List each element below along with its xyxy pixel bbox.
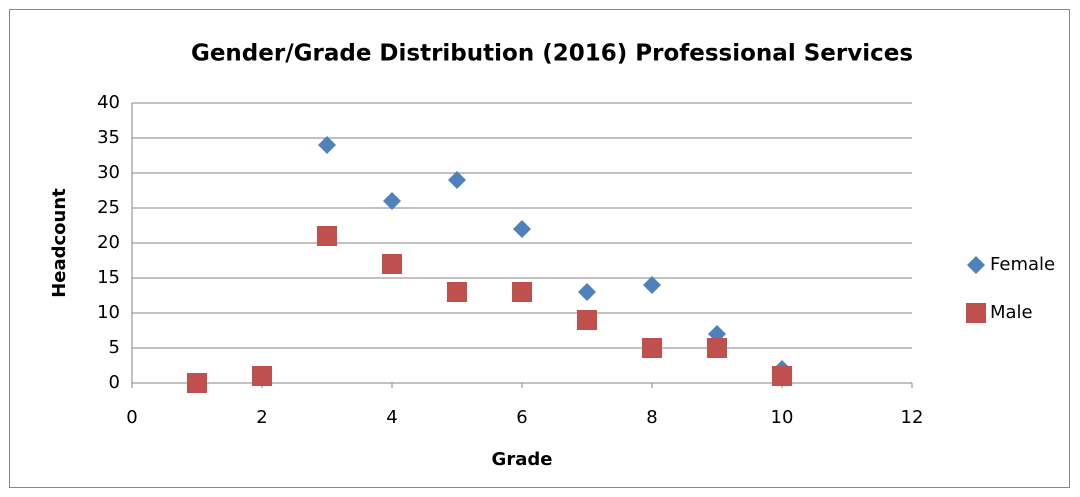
point xyxy=(317,226,337,246)
x-axis-title: Grade xyxy=(492,449,553,470)
x-tick-label: 10 xyxy=(771,407,794,428)
point xyxy=(318,136,336,154)
point xyxy=(447,282,467,302)
y-tick-label: 30 xyxy=(97,162,120,183)
point xyxy=(577,310,597,330)
y-tick-label: 40 xyxy=(97,92,120,113)
y-tick-label: 0 xyxy=(109,372,120,393)
legend-label: Male xyxy=(990,302,1033,323)
legend-marker xyxy=(967,256,985,274)
y-tick-label: 20 xyxy=(97,232,120,253)
point xyxy=(513,220,531,238)
x-tick-label: 12 xyxy=(901,407,924,428)
chart-border xyxy=(9,9,1070,488)
point xyxy=(383,192,401,210)
point xyxy=(642,338,662,358)
point xyxy=(448,171,466,189)
y-axis-title: Headcount xyxy=(49,188,70,298)
y-tick-label: 10 xyxy=(97,302,120,323)
y-tick-label: 15 xyxy=(97,267,120,288)
x-tick-label: 0 xyxy=(126,407,137,428)
point xyxy=(707,338,727,358)
point xyxy=(643,276,661,294)
x-tick-label: 6 xyxy=(516,407,527,428)
legend-marker xyxy=(966,303,986,323)
x-tick-label: 8 xyxy=(646,407,657,428)
y-tick-label: 5 xyxy=(109,337,120,358)
x-tick-label: 2 xyxy=(256,407,267,428)
point xyxy=(187,373,207,393)
legend-label: Female xyxy=(990,254,1055,275)
y-tick-label: 35 xyxy=(97,127,120,148)
point xyxy=(252,366,272,386)
point xyxy=(382,254,402,274)
point xyxy=(512,282,532,302)
point xyxy=(578,283,596,301)
point xyxy=(772,366,792,386)
x-tick-label: 4 xyxy=(386,407,397,428)
y-tick-label: 25 xyxy=(97,197,120,218)
chart-title: Gender/Grade Distribution (2016) Profess… xyxy=(191,41,913,67)
